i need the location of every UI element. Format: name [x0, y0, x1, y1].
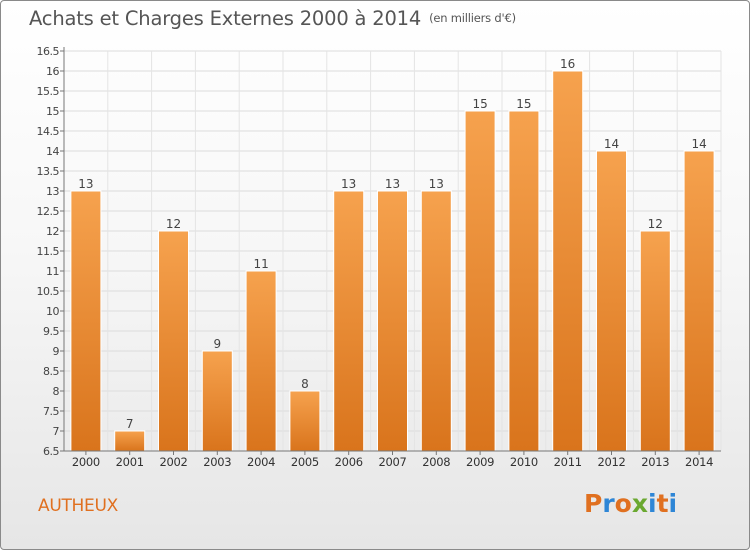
x-tick-label: 2004 [247, 455, 275, 469]
y-tick-label: 10.5 [37, 285, 60, 298]
bar [420, 190, 452, 452]
x-tick-label: 2013 [641, 455, 669, 469]
x-tick-label: 2006 [335, 455, 363, 469]
bar [70, 190, 102, 452]
bar [158, 230, 189, 452]
data-label: 9 [213, 337, 221, 351]
axes: 6.5 7 7.5 8 8.5 9 9.5 10 10.5 11 11.5 12 12.5 13 13.5 1… [37, 45, 721, 469]
bar [333, 190, 365, 452]
y-tick-label: 14 [46, 145, 59, 158]
y-tick-label: 9.5 [43, 325, 59, 338]
bar [245, 270, 277, 452]
bar [377, 190, 408, 452]
x-tick-label: 2010 [510, 455, 538, 469]
data-label: 11 [253, 257, 268, 271]
y-tick-label: 13.5 [37, 165, 60, 178]
y-tick-label: 13 [46, 185, 59, 198]
x-tick-label: 2012 [597, 455, 625, 469]
y-tick-label: 12 [46, 225, 59, 238]
proxiti-logo[interactable]: Proxiti [584, 489, 677, 518]
x-tick-label: 2003 [203, 455, 231, 469]
y-tick-label: 16.5 [37, 45, 60, 58]
bar [201, 350, 233, 452]
chart-title-text: Achats et Charges Externes 2000 à 2014 [29, 7, 422, 30]
y-tick-label: 12.5 [37, 205, 60, 218]
x-tick-label: 2000 [72, 455, 100, 469]
bar [596, 150, 627, 452]
x-tick-label: 2011 [554, 455, 582, 469]
bar [114, 430, 146, 452]
x-tick-label: 2002 [159, 455, 187, 469]
bar [639, 230, 671, 452]
bar [552, 70, 584, 452]
y-tick-label: 14.5 [37, 125, 60, 138]
x-tick-label: 2005 [291, 455, 319, 469]
y-tick-label: 8.5 [43, 365, 59, 378]
labels: 13 7 12 9 11 8 13 13 13 15 15 16 14 12 14 [78, 57, 706, 431]
x-tick-label: 2001 [116, 455, 144, 469]
data-label: 14 [604, 137, 619, 151]
y-tick-label: 7 [53, 425, 60, 438]
bar [464, 110, 496, 452]
data-label: 13 [341, 177, 356, 191]
data-label: 15 [472, 97, 487, 111]
bar [289, 390, 321, 452]
y-tick-label: 9 [53, 345, 60, 358]
y-tick-label: 15.5 [37, 85, 60, 98]
chart-title: Achats et Charges Externes 2000 à 2014 (e… [29, 7, 516, 30]
bar [683, 150, 715, 452]
data-label: 12 [166, 217, 181, 231]
y-tick-label: 7.5 [43, 405, 59, 418]
data-label: 15 [516, 97, 531, 111]
bar [508, 110, 540, 452]
x-tick-label: 2007 [378, 455, 406, 469]
data-label: 14 [691, 137, 706, 151]
data-label: 13 [385, 177, 400, 191]
y-tick-label: 11 [46, 265, 59, 278]
logo-letter: o [614, 489, 632, 518]
logo-letter: i [668, 489, 678, 518]
bars [70, 70, 715, 452]
logo-letter: i [648, 489, 657, 518]
x-tick-label: 2014 [685, 455, 713, 469]
data-label: 12 [648, 217, 663, 231]
x-tick-label: 2008 [422, 455, 450, 469]
y-tick-label: 8 [53, 385, 60, 398]
commune-name: AUTHEUX [38, 496, 118, 516]
data-label: 8 [301, 377, 309, 391]
logo-letter: x [631, 489, 648, 518]
y-tick-label: 11.5 [37, 245, 60, 258]
logo-letter: P [584, 489, 603, 518]
x-tick-label: 2009 [466, 455, 494, 469]
logo-letter: r [602, 489, 615, 518]
data-label: 16 [560, 57, 575, 71]
y-tick-label: 6.5 [43, 445, 59, 458]
data-label: 13 [78, 177, 93, 191]
chart-subtitle: (en milliers d'€) [429, 11, 516, 25]
logo-letter: t [656, 489, 669, 518]
data-label: 7 [126, 417, 134, 431]
y-tick-label: 15 [46, 105, 59, 118]
y-tick-label: 16 [46, 65, 59, 78]
data-label: 13 [429, 177, 444, 191]
y-tick-label: 10 [46, 305, 59, 318]
